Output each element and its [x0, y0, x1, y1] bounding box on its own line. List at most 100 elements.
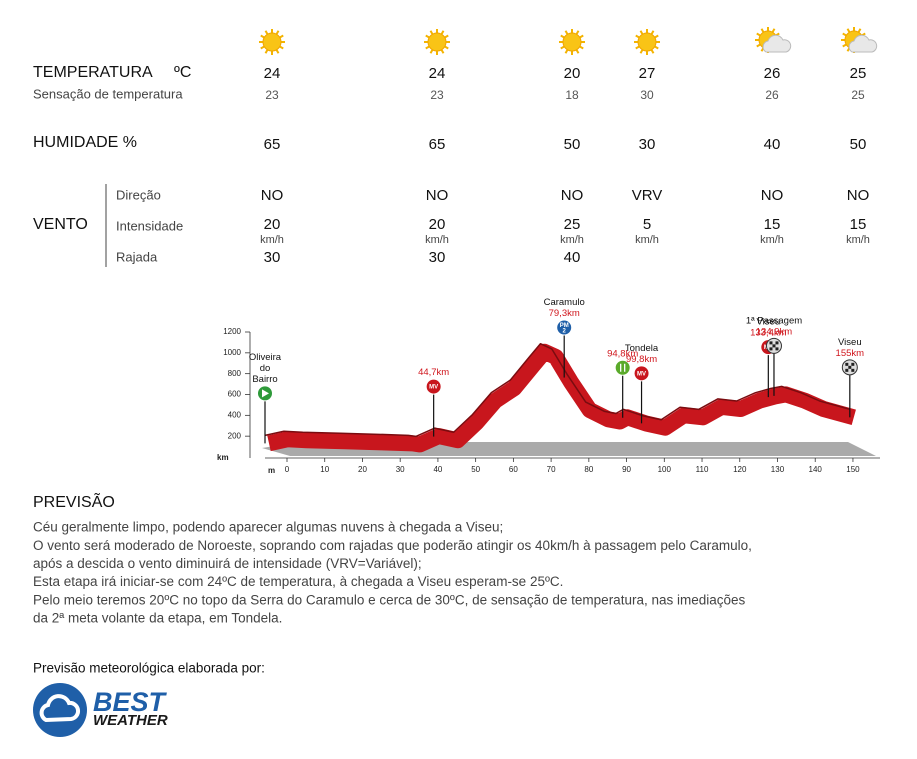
wind-direction: NO: [561, 187, 584, 204]
marker-name: 1ª Passagem: [746, 315, 802, 326]
marker-icon-text: MV: [429, 385, 438, 391]
wind-label: VENTO: [33, 216, 88, 233]
marker-km: 134,9km: [756, 326, 793, 337]
marker-name: Bairro: [252, 374, 277, 385]
humidity: 65: [264, 136, 281, 153]
sun-ray: [425, 34, 430, 39]
sun-ray: [264, 49, 269, 54]
wind-gust: 30: [429, 249, 446, 266]
wind-gust: 40: [564, 249, 581, 266]
feels-like: 26: [765, 88, 779, 102]
logo-bottom: WEATHER: [93, 712, 168, 729]
marker-name: Caramulo: [544, 297, 585, 308]
marker-icon: [614, 359, 631, 376]
sun: [427, 32, 447, 52]
start-arrow: [262, 389, 269, 398]
sun-ray: [444, 34, 449, 39]
finish-check: [769, 341, 773, 345]
wind-unit: km/h: [760, 234, 784, 246]
profile-line: [264, 342, 851, 438]
sun-ray: [440, 30, 445, 35]
x-tick-label: 0: [285, 465, 290, 474]
forecast-line: após a descida o vento diminuirá de inte…: [33, 556, 422, 571]
temperature: 26: [764, 65, 781, 82]
sun-ray: [760, 28, 765, 33]
x-tick-label: 70: [547, 465, 556, 474]
forecast-title: PREVISÃO: [33, 491, 115, 511]
sun-ray: [440, 49, 445, 54]
forecast-line: da 2ª meta volante da etapa, em Tondela.: [33, 611, 282, 626]
marker-icon: [425, 378, 442, 395]
marker-icon-text: PM: [560, 323, 569, 329]
direction-label: Direção: [116, 187, 161, 202]
sun-ray: [639, 30, 644, 35]
finish-check: [845, 362, 849, 366]
marker-name: Viseu: [757, 317, 781, 328]
finish-check: [851, 362, 855, 366]
marker-name: Tondela: [625, 343, 659, 354]
feed-symbol: [620, 363, 626, 372]
temperature: 25: [850, 65, 867, 82]
y-tick-label: 600: [228, 390, 242, 399]
wind-direction: NO: [426, 187, 449, 204]
temperature: 20: [564, 65, 581, 82]
marker-km: 79,3km: [549, 308, 580, 319]
temperature-label: TEMPERATURA: [33, 64, 153, 81]
y-tick-label: 1200: [223, 327, 241, 336]
x-tick-label: 50: [471, 465, 480, 474]
x-tick-label: 140: [809, 465, 823, 474]
x-tick-label: 130: [771, 465, 785, 474]
x-tick-label: 120: [733, 465, 747, 474]
humidity: 30: [639, 136, 656, 153]
sun-ray: [857, 28, 862, 33]
sun-ray: [756, 32, 761, 37]
y-tick-label: 400: [228, 410, 242, 419]
marker-name: Oliveira: [249, 352, 282, 363]
wind-intensity: 5: [643, 216, 651, 233]
marker-name: do: [260, 363, 271, 374]
wind-intensity: 15: [850, 216, 867, 233]
marker-icon: [556, 319, 573, 336]
marker-icon-number: 2: [563, 329, 567, 335]
wind-intensity: 15: [764, 216, 781, 233]
x-tick-label: 150: [846, 465, 860, 474]
sun: [637, 32, 657, 52]
x-tick-label: 80: [584, 465, 593, 474]
feels-like: 23: [430, 88, 444, 102]
y-tick-label: 1000: [223, 348, 241, 357]
sun-ray: [654, 45, 659, 50]
marker-km: 44,7km: [418, 367, 449, 378]
temperature-unit: ºC: [174, 64, 191, 81]
wind-direction: NO: [761, 187, 784, 204]
x-tick-label: 40: [433, 465, 442, 474]
marker-icon: [633, 365, 650, 382]
y-tick-label: 800: [228, 369, 242, 378]
wind-gust: 30: [264, 249, 281, 266]
wind-unit: km/h: [260, 234, 284, 246]
wind-direction: VRV: [632, 187, 663, 204]
wind-direction: NO: [847, 187, 870, 204]
x-tick-label: 20: [358, 465, 367, 474]
x-tick-label: 10: [320, 465, 329, 474]
intensity-label: Intensidade: [116, 218, 183, 233]
marker-name: Viseu: [838, 337, 862, 348]
forecast-line: Pelo meio teremos 20ºC no topo da Serra …: [33, 592, 746, 607]
sun-ray: [579, 45, 584, 50]
sun-ray: [842, 32, 847, 37]
finish-check: [775, 341, 779, 345]
x-tick-label: 110: [696, 465, 709, 474]
y-tick-label: 200: [228, 431, 242, 440]
sun-ray: [560, 45, 565, 50]
sun-ray: [279, 34, 284, 39]
wind-unit: km/h: [425, 234, 449, 246]
marker-km: 94,8km: [607, 348, 638, 359]
finish-check: [848, 365, 852, 369]
sun-ray: [260, 34, 265, 39]
logo-top: BEST: [93, 687, 168, 717]
humidity: 65: [429, 136, 446, 153]
temperature: 24: [429, 65, 446, 82]
sun-ray: [756, 43, 761, 48]
humidity: 40: [764, 136, 781, 153]
sun-ray: [579, 34, 584, 39]
